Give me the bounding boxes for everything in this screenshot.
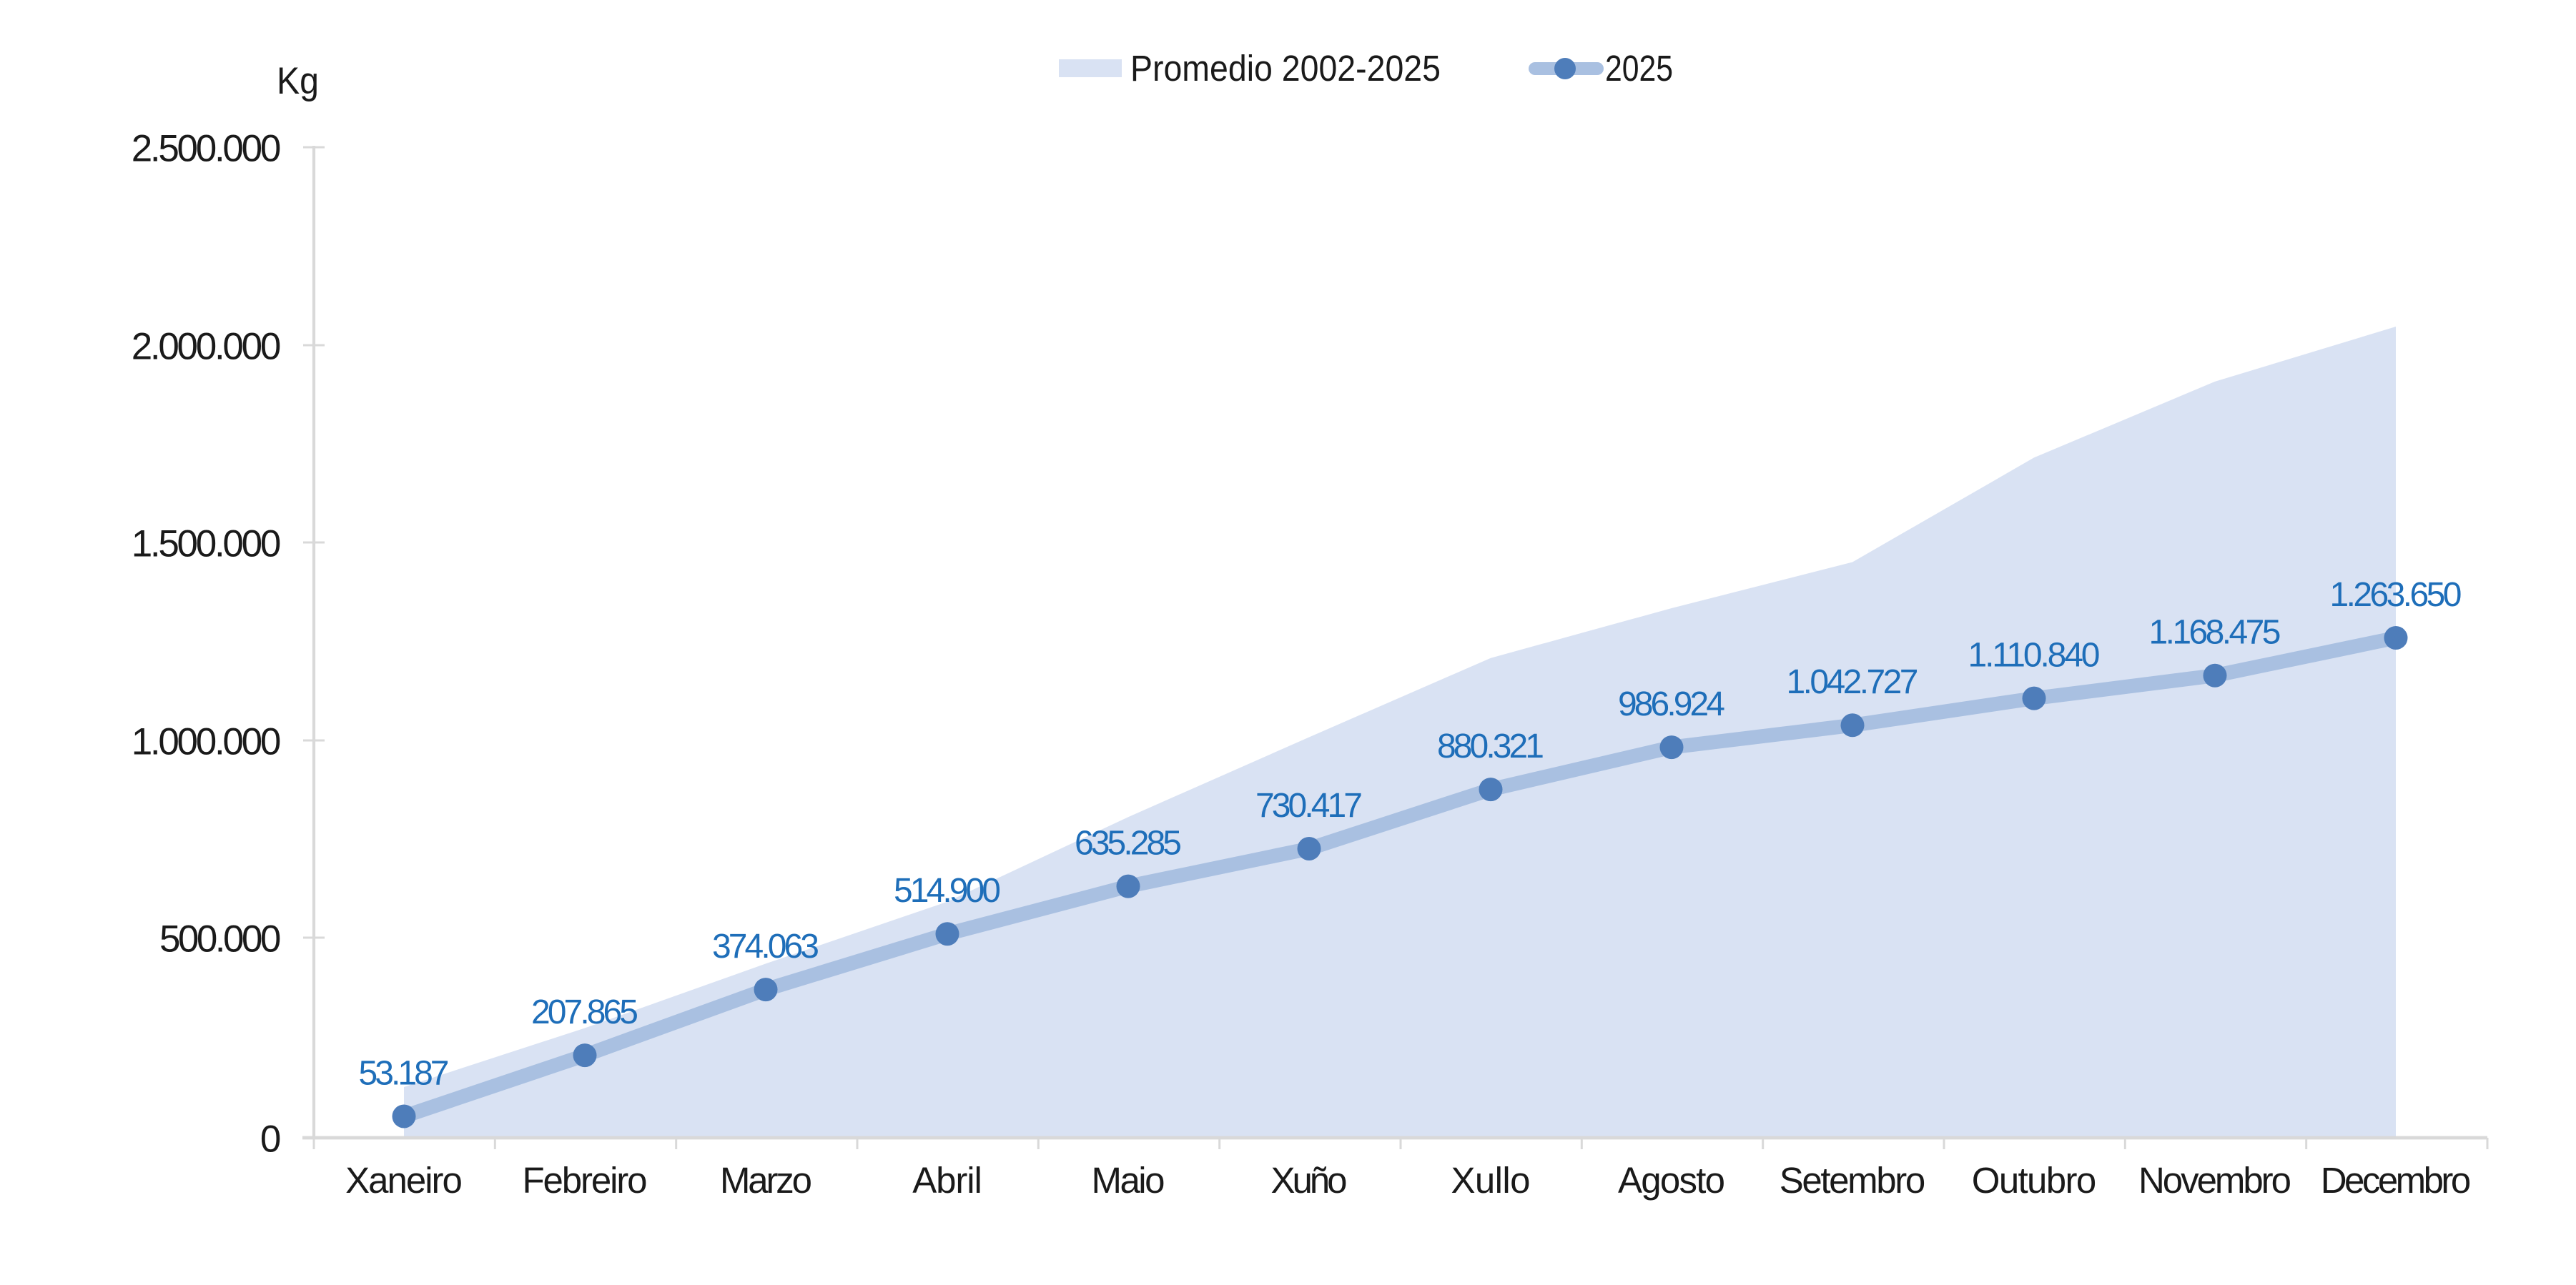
svg-text:Novembro: Novembro [2138,1160,2291,1201]
svg-text:Decembro: Decembro [2321,1160,2472,1201]
svg-text:1.168.475: 1.168.475 [2149,614,2281,652]
svg-text:Maio: Maio [1092,1160,1165,1201]
svg-text:2.000.000: 2.000.000 [132,325,282,367]
svg-text:514.900: 514.900 [894,872,1001,910]
svg-text:Promedio 2002-2025: Promedio 2002-2025 [1130,48,1441,89]
svg-text:1.500.000: 1.500.000 [132,522,282,565]
svg-text:207.865: 207.865 [531,993,638,1031]
svg-text:Marzo: Marzo [720,1160,812,1201]
svg-text:Xaneiro: Xaneiro [345,1160,463,1201]
svg-text:0: 0 [260,1118,281,1160]
svg-text:Xullo: Xullo [1451,1160,1531,1201]
svg-text:Febreiro: Febreiro [523,1160,648,1201]
svg-text:Abril: Abril [912,1160,982,1201]
svg-text:53.187: 53.187 [359,1054,450,1092]
svg-text:635.285: 635.285 [1075,824,1182,862]
svg-text:730.417: 730.417 [1255,787,1363,825]
svg-text:Xuño: Xuño [1271,1160,1348,1201]
svg-text:880.321: 880.321 [1437,728,1544,765]
svg-text:Outubro: Outubro [1972,1160,2096,1201]
svg-text:1.042.727: 1.042.727 [1787,663,1919,701]
svg-text:1.110.840: 1.110.840 [1968,636,2101,674]
svg-text:Setembro: Setembro [1780,1160,1926,1201]
svg-text:986.924: 986.924 [1618,685,1725,723]
svg-text:1.000.000: 1.000.000 [132,720,282,763]
svg-text:2025: 2025 [1605,48,1673,89]
svg-text:1.263.650: 1.263.650 [2330,576,2462,614]
svg-text:500.000: 500.000 [159,918,281,960]
svg-text:Agosto: Agosto [1618,1160,1725,1201]
svg-text:Kg: Kg [277,60,319,102]
svg-text:2.500.000: 2.500.000 [132,127,282,169]
svg-text:374.063: 374.063 [712,928,819,966]
